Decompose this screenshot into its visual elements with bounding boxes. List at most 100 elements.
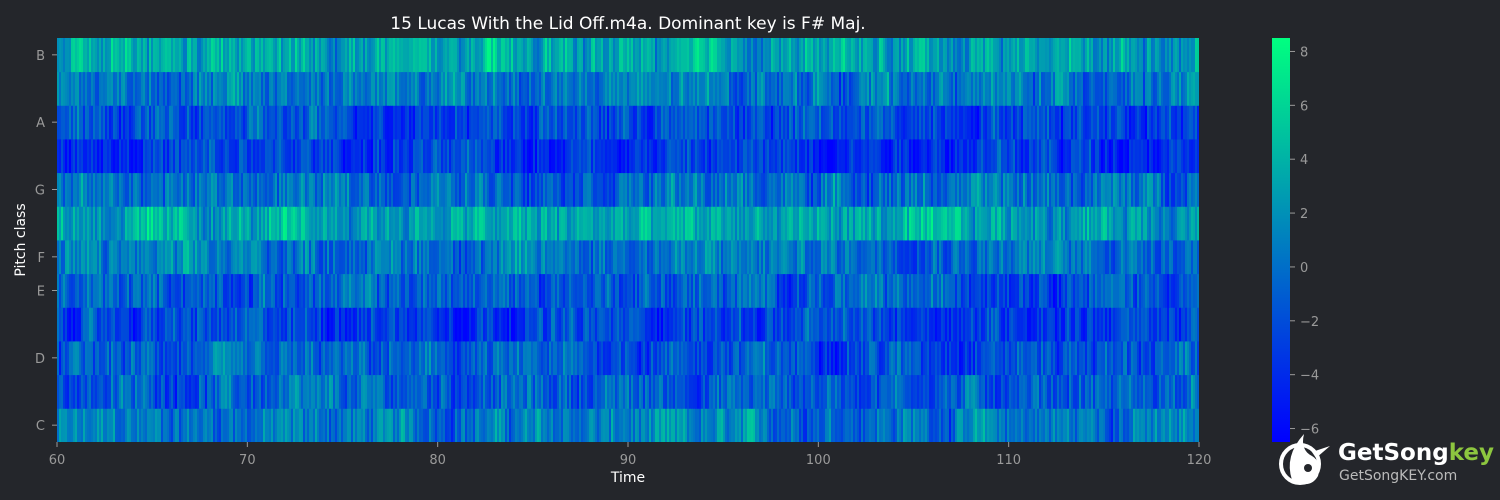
heatmap-cell — [249, 307, 252, 342]
heatmap-cell — [377, 240, 380, 275]
heatmap-cell — [653, 374, 656, 409]
heatmap-cell — [209, 139, 212, 174]
heatmap-cell — [241, 240, 244, 275]
heatmap-cell — [291, 408, 294, 442]
heatmap-cell — [423, 273, 426, 308]
heatmap-cell — [507, 341, 510, 376]
heatmap-cell — [355, 341, 358, 376]
heatmap-cell — [785, 172, 788, 207]
heatmap-cell — [107, 240, 110, 275]
heatmap-cell — [619, 206, 622, 241]
heatmap-cell — [433, 408, 436, 442]
heatmap-cell — [629, 341, 632, 376]
heatmap-cell — [361, 139, 364, 174]
heatmap-cell — [429, 273, 432, 308]
heatmap-cell — [763, 240, 766, 275]
heatmap-cell — [829, 341, 832, 376]
heatmap-cell — [225, 139, 228, 174]
heatmap-cell — [553, 139, 556, 174]
heatmap-cell — [1115, 206, 1118, 241]
heatmap-cell — [715, 408, 718, 442]
heatmap-cell — [769, 341, 772, 376]
heatmap-cell — [343, 374, 346, 409]
heatmap-cell — [1099, 273, 1102, 308]
heatmap-cell — [1139, 206, 1142, 241]
heatmap-cell — [253, 172, 256, 207]
heatmap-cell — [567, 172, 570, 207]
heatmap-cell — [1145, 240, 1148, 275]
heatmap-cell — [1161, 206, 1164, 241]
heatmap-cell — [205, 341, 208, 376]
heatmap-cell — [731, 341, 734, 376]
heatmap-cell — [1045, 341, 1048, 376]
heatmap-cell — [59, 273, 62, 308]
heatmap-cell — [111, 240, 114, 275]
heatmap-cell — [935, 240, 938, 275]
heatmap-cell — [439, 273, 442, 308]
heatmap-cell — [935, 273, 938, 308]
heatmap-cell — [707, 240, 710, 275]
heatmap-cell — [347, 408, 350, 442]
heatmap-cell — [85, 139, 88, 174]
heatmap-cell — [767, 307, 770, 342]
heatmap-cell — [255, 240, 258, 275]
heatmap-cell — [611, 172, 614, 207]
heatmap-cell — [285, 240, 288, 275]
heatmap-cell — [737, 172, 740, 207]
heatmap-cell — [605, 172, 608, 207]
heatmap-cell — [953, 307, 956, 342]
heatmap-cell — [1011, 408, 1014, 442]
heatmap-cell — [245, 307, 248, 342]
heatmap-cell — [693, 341, 696, 376]
heatmap-cell — [281, 139, 284, 174]
heatmap-cell — [833, 408, 836, 442]
heatmap-cell — [513, 240, 516, 275]
heatmap-cell — [1115, 273, 1118, 308]
heatmap-cell — [637, 273, 640, 308]
heatmap-cell — [855, 341, 858, 376]
heatmap-cell — [485, 172, 488, 207]
heatmap-cell — [427, 307, 430, 342]
heatmap-cell — [723, 273, 726, 308]
heatmap-cell — [517, 273, 520, 308]
heatmap-cell — [947, 273, 950, 308]
heatmap-cell — [705, 206, 708, 241]
heatmap-cell — [921, 172, 924, 207]
heatmap-cell — [127, 307, 130, 342]
heatmap-cell — [433, 307, 436, 342]
heatmap-cell — [81, 307, 84, 342]
heatmap-cell — [857, 341, 860, 376]
heatmap-cell — [285, 273, 288, 308]
heatmap-cell — [525, 273, 528, 308]
heatmap-cell — [235, 172, 238, 207]
heatmap-cell — [73, 408, 76, 442]
heatmap-cell — [493, 307, 496, 342]
heatmap-cell — [825, 139, 828, 174]
heatmap-cell — [537, 408, 540, 442]
heatmap-cell — [605, 408, 608, 442]
heatmap-cell — [353, 172, 356, 207]
heatmap-cell — [1127, 408, 1130, 442]
heatmap-cell — [827, 240, 830, 275]
heatmap-cell — [93, 374, 96, 409]
heatmap-cell — [177, 240, 180, 275]
heatmap-cell — [871, 139, 874, 174]
heatmap-cell — [607, 172, 610, 207]
heatmap-cell — [93, 408, 96, 442]
heatmap-cell — [1087, 408, 1090, 442]
heatmap-cell — [883, 307, 886, 342]
heatmap-cell — [631, 139, 634, 174]
heatmap-cell — [1013, 307, 1016, 342]
heatmap-cell — [937, 172, 940, 207]
heatmap-cell — [1047, 374, 1050, 409]
heatmap-cell — [839, 374, 842, 409]
heatmap-cell — [337, 172, 340, 207]
heatmap-cell — [357, 273, 360, 308]
heatmap-cell — [1139, 240, 1142, 275]
heatmap-cell — [783, 172, 786, 207]
heatmap-cell — [741, 408, 744, 442]
heatmap-cell — [87, 172, 90, 207]
heatmap-cell — [315, 172, 318, 207]
heatmap-cell — [387, 172, 390, 207]
heatmap-cell — [409, 206, 412, 241]
